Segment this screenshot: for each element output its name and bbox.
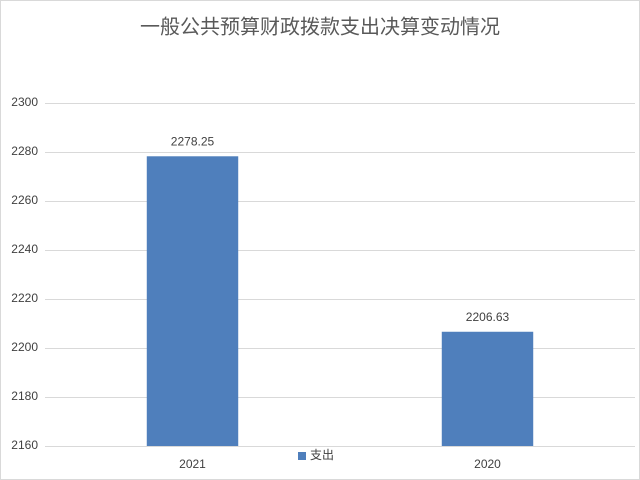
x-tick-label: 2021 (179, 457, 206, 471)
y-tick-label: 2240 (11, 242, 38, 256)
y-tick-label: 2220 (11, 291, 38, 305)
y-tick-label: 2260 (11, 193, 38, 207)
y-tick-label: 2160 (11, 438, 38, 452)
y-tick-label: 2300 (11, 95, 38, 109)
y-tick-label: 2280 (11, 144, 38, 158)
data-label: 2206.63 (466, 310, 510, 324)
bar (441, 331, 534, 446)
legend-label: 支出 (310, 448, 334, 462)
legend-swatch (298, 452, 306, 460)
y-tick-label: 2200 (11, 340, 38, 354)
x-tick-label: 2020 (474, 457, 501, 471)
chart-title: 一般公共预算财政拨款支出决算变动情况 (140, 15, 500, 38)
y-tick-label: 2180 (11, 389, 38, 403)
data-label: 2278.25 (171, 134, 215, 148)
bar (146, 156, 239, 446)
